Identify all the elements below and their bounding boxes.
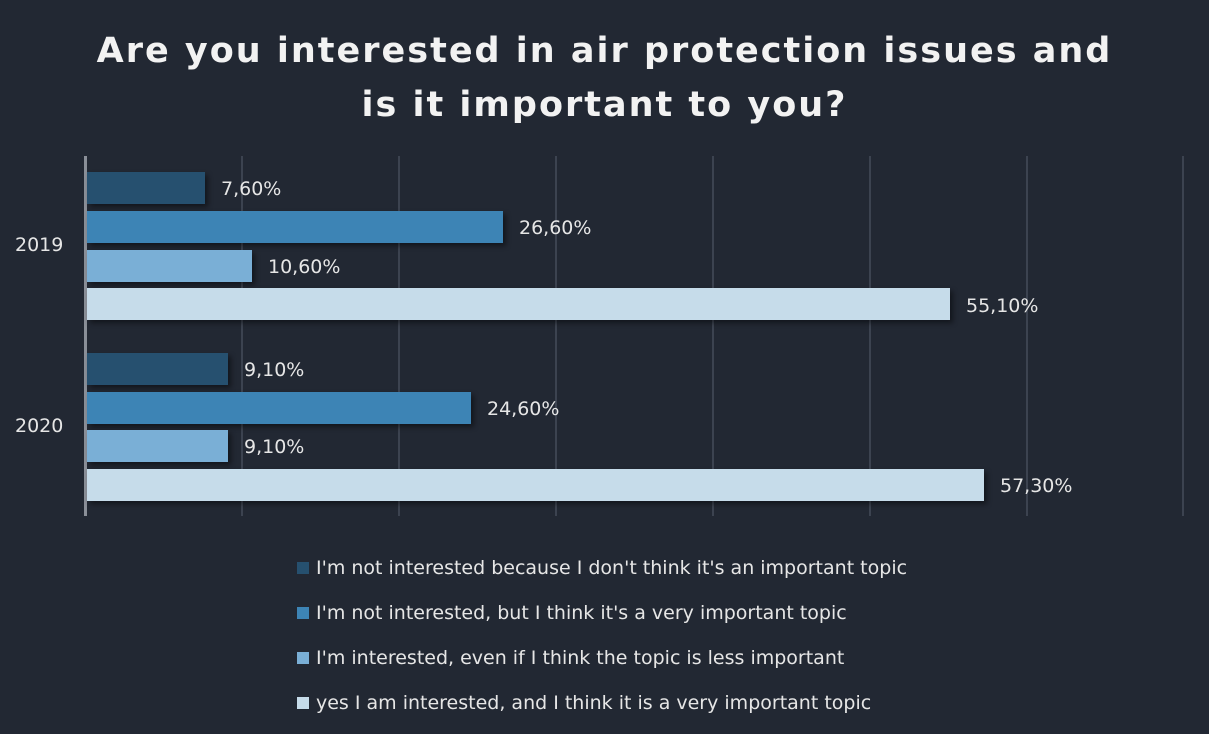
category-label-2020: 2020 [15, 415, 64, 437]
y-axis [84, 156, 87, 516]
gridline [555, 156, 557, 516]
bar-2019-s3 [87, 250, 252, 282]
value-label: 55,10% [966, 295, 1039, 317]
value-label: 26,60% [519, 217, 592, 239]
bar-2020-s2 [87, 392, 471, 424]
legend-label: I'm interested, even if I think the topi… [316, 647, 845, 669]
bar-2019-s2 [87, 211, 503, 243]
legend-swatch-icon [297, 562, 309, 574]
legend-swatch-icon [297, 652, 309, 664]
legend-item: yes I am interested, and I think it is a… [297, 692, 871, 714]
legend-label: yes I am interested, and I think it is a… [316, 692, 872, 714]
gridline [712, 156, 714, 516]
legend-swatch-icon [297, 607, 309, 619]
value-label: 24,60% [487, 398, 560, 420]
bar-2020-s4 [87, 469, 984, 501]
bar-2020-s1 [87, 353, 228, 385]
legend-item: I'm not interested because I don't think… [297, 557, 907, 579]
legend-swatch-icon [297, 697, 309, 709]
legend-item: I'm not interested, but I think it's a v… [297, 602, 847, 624]
value-label: 9,10% [244, 359, 305, 381]
gridline [398, 156, 400, 516]
gridline [869, 156, 871, 516]
gridline [1182, 156, 1184, 516]
value-label: 10,60% [268, 256, 341, 278]
legend-item: I'm interested, even if I think the topi… [297, 647, 844, 669]
title-line-2: is it important to you? [361, 85, 848, 125]
category-label-2019: 2019 [15, 234, 64, 256]
value-label: 57,30% [1000, 475, 1073, 497]
value-label: 9,10% [244, 436, 305, 458]
gridline [241, 156, 243, 516]
bar-2019-s4 [87, 288, 950, 320]
legend-label: I'm not interested because I don't think… [316, 557, 908, 579]
chart-title: Are you interested in air protection iss… [0, 24, 1209, 132]
value-label: 7,60% [221, 178, 282, 200]
legend-label: I'm not interested, but I think it's a v… [316, 602, 847, 624]
gridline [1026, 156, 1028, 516]
bar-2019-s1 [87, 172, 205, 204]
title-line-1: Are you interested in air protection iss… [96, 31, 1113, 71]
bar-2020-s3 [87, 430, 228, 462]
